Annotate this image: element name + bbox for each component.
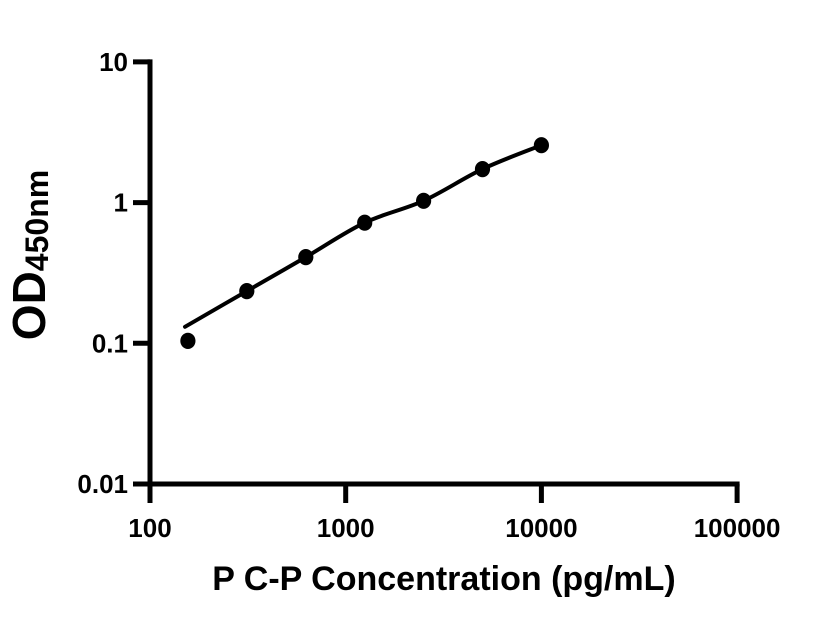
plot-layer: 100 1000 10000 100000 10 1 0.1 0.01 xyxy=(77,47,780,543)
x-axis-title: P C-P Concentration (pg/mL) xyxy=(212,560,675,598)
y-tick-label: 1 xyxy=(114,188,128,218)
data-point xyxy=(474,161,491,178)
x-tick-label: 100 xyxy=(128,513,171,543)
data-point xyxy=(416,192,432,209)
data-point xyxy=(180,332,196,349)
y-axis-title-main: OD xyxy=(3,271,55,340)
y-axis-title-subscript: 450nm xyxy=(19,170,55,271)
y-tick-label: 10 xyxy=(99,47,128,77)
x-tick-label: 10000 xyxy=(505,513,577,543)
data-point xyxy=(298,249,314,266)
axes-spine xyxy=(147,59,740,487)
x-tick-label: 100000 xyxy=(694,513,781,543)
data-point xyxy=(357,214,373,231)
y-tick-label: 0.1 xyxy=(92,328,128,358)
data-point xyxy=(239,283,255,300)
data-point xyxy=(533,137,550,154)
y-axis-title: OD450nm xyxy=(3,170,55,340)
x-tick-label: 1000 xyxy=(317,513,375,543)
y-tick-label: 0.01 xyxy=(77,469,128,499)
